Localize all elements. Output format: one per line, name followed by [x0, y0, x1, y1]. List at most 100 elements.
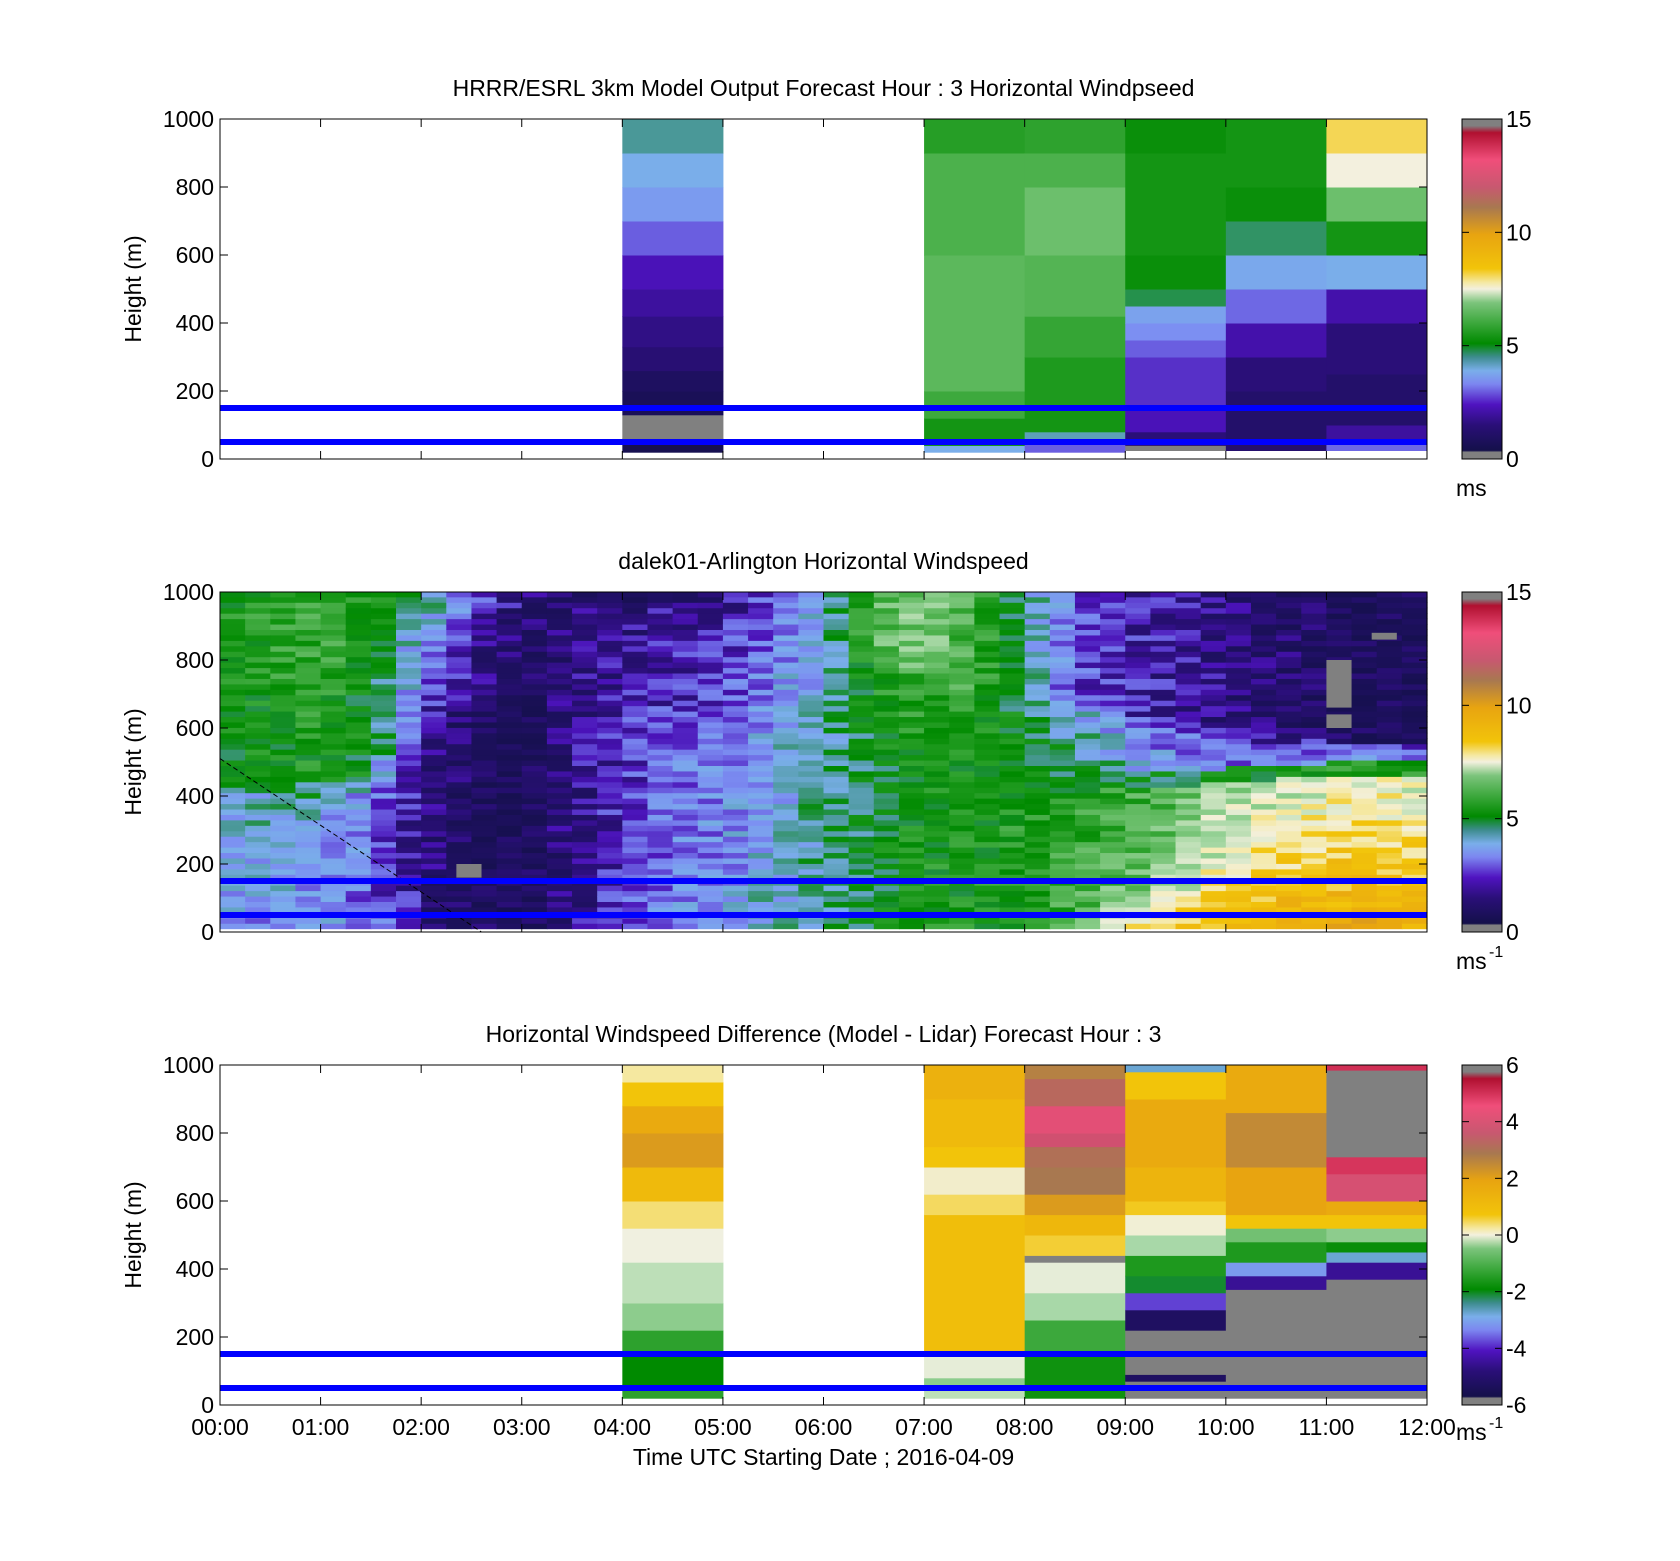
heatmap-cell [1150, 749, 1177, 756]
heatmap-cell [1301, 830, 1328, 837]
heatmap-cell [974, 667, 1001, 674]
heatmap-cell [1401, 749, 1428, 756]
heatmap-cell [748, 836, 774, 843]
heatmap-cell [1401, 743, 1428, 750]
heatmap-cell [220, 814, 246, 821]
heatmap-cell [924, 391, 1026, 419]
heatmap-cell [748, 895, 774, 902]
heatmap-cell [345, 868, 372, 875]
heatmap-cell [999, 596, 1026, 603]
heatmap-cell [446, 678, 473, 685]
heatmap-cell [546, 623, 573, 630]
heatmap-cell [597, 672, 623, 679]
heatmap-cell [873, 808, 900, 815]
heatmap-cell [320, 803, 347, 810]
heatmap-cell [949, 602, 975, 609]
heatmap-cell [270, 645, 297, 652]
heatmap-cell [697, 732, 724, 739]
heatmap-cell [1301, 694, 1328, 701]
heatmap-cell [672, 923, 699, 930]
heatmap-cell [1150, 781, 1177, 788]
heatmap-cell [1024, 629, 1051, 636]
heatmap-cell [1276, 890, 1302, 897]
heatmap-cell [1150, 792, 1177, 799]
heatmap-cell [974, 607, 1001, 614]
heatmap-cell [622, 711, 649, 718]
heatmap-cell [1125, 798, 1151, 805]
heatmap-cell [1301, 895, 1328, 902]
heatmap-cell [949, 759, 975, 766]
heatmap-cell [1049, 592, 1076, 598]
heatmap-cell [295, 808, 322, 815]
heatmap-cell [773, 596, 799, 603]
heatmap-cell [1150, 651, 1177, 658]
heatmap-cell [1326, 819, 1353, 826]
heatmap-cell [521, 847, 548, 854]
heatmap-cell [1074, 640, 1101, 647]
colorbar-unit: ms [1456, 475, 1487, 501]
heatmap-cell [345, 743, 372, 750]
heatmap-cell [1024, 1194, 1126, 1216]
heatmap-cell [1376, 923, 1403, 930]
heatmap-cell [823, 694, 850, 701]
heatmap-cell [949, 819, 975, 826]
heatmap-cell [546, 917, 573, 924]
heatmap-cell [496, 895, 523, 902]
heatmap-cell [496, 732, 523, 739]
heatmap-cell [823, 634, 850, 641]
heatmap-cell [848, 857, 875, 864]
heatmap-cell [898, 776, 925, 783]
heatmap-cell [546, 629, 573, 636]
heatmap-cell [1250, 656, 1277, 663]
heatmap-cell [1250, 906, 1277, 913]
heatmap-cell [1376, 754, 1403, 761]
heatmap-cell [521, 770, 548, 777]
heatmap-cell [672, 711, 699, 718]
heatmap-cell [496, 678, 523, 685]
heatmap-cell [597, 776, 623, 783]
heatmap-cell [924, 596, 950, 603]
heatmap-cell [722, 667, 749, 674]
heatmap-cell [345, 592, 372, 598]
heatmap-cell [1024, 1262, 1126, 1294]
heatmap-cell [370, 634, 397, 641]
heatmap-cell [1150, 732, 1177, 739]
heatmap-cell [1301, 716, 1328, 723]
heatmap-cell [295, 885, 322, 892]
heatmap-cell [396, 841, 422, 848]
heatmap-cell [320, 711, 347, 718]
heatmap-cell [446, 640, 473, 647]
heatmap-cell [496, 613, 523, 620]
heatmap-cell [898, 618, 925, 625]
heatmap-cell [672, 727, 699, 734]
heatmap-cell [722, 623, 749, 630]
heatmap-cell [798, 672, 825, 679]
heatmap-cell [1326, 618, 1353, 625]
heatmap-cell [320, 857, 347, 864]
heatmap-cell [898, 808, 925, 815]
heatmap-cell [1401, 738, 1428, 745]
heatmap-cell [1175, 645, 1202, 652]
heatmap-cell [1175, 787, 1202, 794]
heatmap-cell [974, 874, 1001, 881]
heatmap-cell [873, 781, 900, 788]
heatmap-cell [697, 901, 724, 908]
heatmap-cell [370, 874, 397, 881]
heatmap-cell [320, 906, 347, 913]
heatmap-cell [949, 906, 975, 913]
heatmap-cell [974, 868, 1001, 875]
heatmap-cell [370, 732, 397, 739]
heatmap-cell [1125, 340, 1227, 358]
heatmap-cell [1301, 836, 1328, 843]
heatmap-cell [220, 683, 246, 690]
heatmap-cell [798, 645, 825, 652]
heatmap-cell [622, 1133, 724, 1168]
heatmap-cell [446, 618, 473, 625]
heatmap-cell [1200, 694, 1227, 701]
heatmap-cell [848, 727, 875, 734]
heatmap-cell [873, 901, 900, 908]
heatmap-cell [370, 776, 397, 783]
heatmap-cell [647, 711, 674, 718]
heatmap-cell [546, 906, 573, 913]
heatmap-cell [697, 694, 724, 701]
